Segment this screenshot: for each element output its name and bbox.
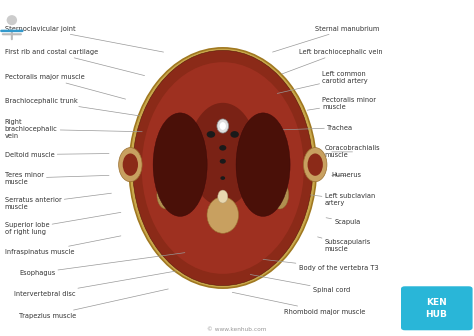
- Ellipse shape: [123, 154, 138, 176]
- Text: Serratus anterior
muscle: Serratus anterior muscle: [5, 193, 111, 210]
- Text: Scapula: Scapula: [326, 218, 360, 225]
- Ellipse shape: [219, 145, 227, 151]
- Ellipse shape: [219, 122, 226, 130]
- Text: Spinal cord: Spinal cord: [250, 275, 350, 293]
- Ellipse shape: [207, 197, 238, 233]
- Text: Left brachiocephalic vein: Left brachiocephalic vein: [282, 49, 382, 74]
- Text: Teres minor
muscle: Teres minor muscle: [5, 172, 109, 184]
- Text: Pectoralis minor
muscle: Pectoralis minor muscle: [307, 97, 376, 110]
- Ellipse shape: [189, 103, 257, 206]
- Text: Right
brachiocephalic
vein: Right brachiocephalic vein: [5, 119, 142, 139]
- Ellipse shape: [157, 181, 175, 209]
- Text: Trapezius muscle: Trapezius muscle: [19, 289, 168, 319]
- Text: Coracobrachialis
muscle: Coracobrachialis muscle: [325, 145, 380, 158]
- Ellipse shape: [308, 154, 323, 176]
- Text: KEN
HUB: KEN HUB: [426, 298, 447, 319]
- Text: Pectoralis major muscle: Pectoralis major muscle: [5, 74, 126, 99]
- Ellipse shape: [236, 113, 290, 216]
- Ellipse shape: [153, 113, 207, 216]
- Text: First rib and costal cartilage: First rib and costal cartilage: [5, 49, 145, 76]
- Text: Intervertebral disc: Intervertebral disc: [14, 271, 175, 297]
- Text: Left subclavian
artery: Left subclavian artery: [310, 194, 375, 206]
- Text: Sternal manubrium: Sternal manubrium: [273, 26, 380, 52]
- Text: Left common
carotid artery: Left common carotid artery: [277, 72, 368, 93]
- Text: Body of the vertebra T3: Body of the vertebra T3: [263, 259, 378, 271]
- Text: Sternoclavicular joint: Sternoclavicular joint: [5, 26, 164, 52]
- Text: Esophagus: Esophagus: [19, 253, 185, 276]
- Ellipse shape: [217, 119, 228, 133]
- Text: Deltoid muscle: Deltoid muscle: [5, 152, 109, 158]
- Ellipse shape: [142, 62, 304, 274]
- Text: Brachiocephalic trunk: Brachiocephalic trunk: [5, 98, 140, 116]
- Text: Humerus: Humerus: [332, 172, 362, 178]
- Text: Infraspinatus muscle: Infraspinatus muscle: [5, 236, 121, 255]
- Ellipse shape: [303, 148, 327, 182]
- FancyBboxPatch shape: [401, 286, 473, 330]
- Text: © www.kenhub.com: © www.kenhub.com: [207, 327, 267, 332]
- Ellipse shape: [218, 190, 228, 203]
- Ellipse shape: [133, 50, 313, 286]
- Ellipse shape: [129, 48, 316, 288]
- Text: Superior lobe
of right lung: Superior lobe of right lung: [5, 212, 121, 235]
- Ellipse shape: [7, 15, 17, 25]
- Ellipse shape: [271, 181, 289, 209]
- Ellipse shape: [220, 176, 225, 180]
- Text: Trachea: Trachea: [268, 125, 353, 131]
- Text: Rhomboid major muscle: Rhomboid major muscle: [232, 292, 366, 315]
- Ellipse shape: [219, 159, 226, 164]
- Ellipse shape: [207, 131, 215, 138]
- Ellipse shape: [118, 148, 142, 182]
- Ellipse shape: [230, 131, 239, 138]
- Text: Subscapularis
muscle: Subscapularis muscle: [318, 237, 371, 252]
